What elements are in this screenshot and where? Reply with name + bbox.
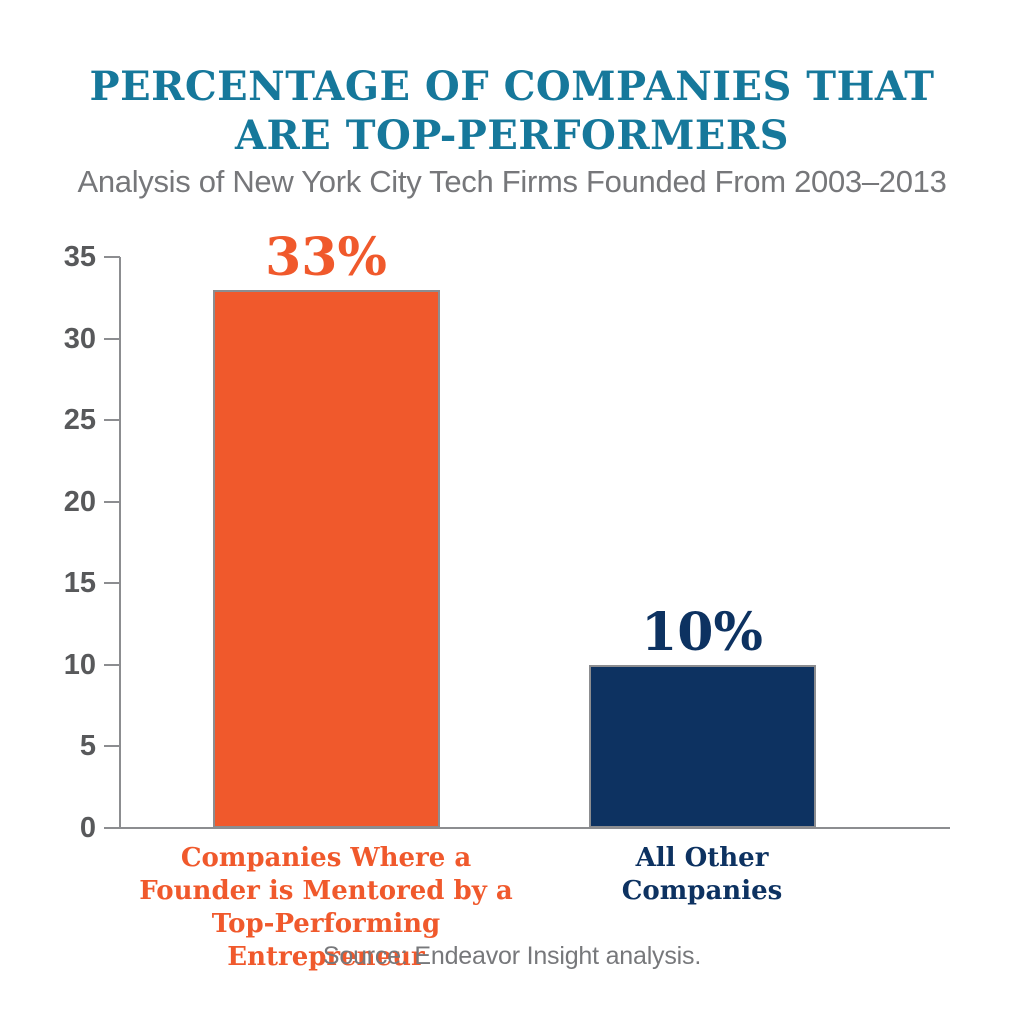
y-axis-tick-label: 35 [63,241,96,273]
bar-value-label: 10% [641,601,763,663]
y-axis-tick-label: 5 [79,730,96,763]
bar-category-label: All Other Companies [621,843,783,906]
source-note: Source: Endeavor Insight analysis. [322,942,702,970]
y-axis-tick-label: 20 [63,485,96,518]
y-axis-tick-mark [104,745,120,748]
chart-title-line1: PERCENTAGE OF COMPANIES THAT [89,63,935,110]
chart-title-line2: ARE TOP-PERFORMERS [235,112,789,159]
y-axis-tick-mark [104,663,120,666]
y-axis-tick-mark [104,337,120,340]
y-axis-tick-label: 10 [63,648,96,681]
y-axis-tick-label: 15 [63,567,96,600]
y-axis-tick-mark [104,500,120,503]
y-axis-tick-label: 30 [63,322,96,355]
chart-subtitle: Analysis of New York City Tech Firms Fou… [77,164,947,199]
bar-all-other-companies [588,664,816,828]
y-axis-tick-label: 25 [63,404,96,437]
bar-category-label: Companies Where a Founder is Mentored by … [139,843,513,972]
bar-value-label: 33% [265,226,387,288]
y-axis-tick-mark [104,256,120,258]
y-axis-line [119,257,121,829]
x-axis-baseline [104,827,950,829]
y-axis-tick-mark [104,582,120,585]
y-axis-tick-label: 0 [79,812,96,844]
chart-title: PERCENTAGE OF COMPANIES THAT ARE TOP-PER… [0,62,1024,160]
y-axis-tick-mark [104,419,120,422]
bar-mentored-companies [212,289,440,828]
